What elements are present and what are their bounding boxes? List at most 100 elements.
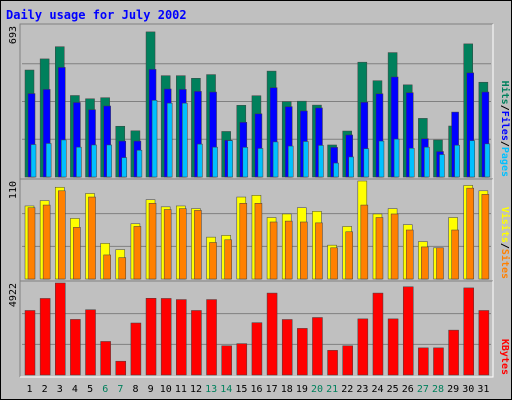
- bar-sites-day-1: [27, 207, 36, 280]
- ymax-label-bottom: 4922: [8, 283, 19, 307]
- legend-separator: /: [499, 105, 510, 111]
- day-label-8: 8: [132, 384, 138, 395]
- bar-pages-day-11: [182, 102, 188, 178]
- bar-kbytes-day-25: [387, 318, 399, 376]
- bar-kbytes-day-7: [115, 360, 127, 376]
- bar-kbytes-day-6: [100, 341, 111, 376]
- panel-top-shadow: [19, 23, 493, 179]
- bar-sites-day-13: [209, 242, 217, 280]
- bar-pages-day-10: [166, 102, 173, 178]
- legend-bottom: KBytes: [499, 339, 510, 375]
- bar-sites-day-21: [330, 247, 338, 280]
- bar-kbytes-day-4: [70, 319, 81, 376]
- panel-bottom-highlight: [20, 281, 494, 378]
- bar-pages-day-20: [318, 145, 324, 178]
- bar-sites-day-28: [436, 247, 444, 280]
- bar-sites-day-31: [481, 194, 490, 280]
- bar-pages-day-13: [212, 146, 218, 178]
- bar-sites-day-27: [421, 246, 429, 280]
- bar-pages-day-24: [378, 140, 385, 178]
- bar-sites-day-23: [360, 204, 369, 280]
- bar-pages-day-25: [393, 138, 400, 178]
- bar-kbytes-day-10: [160, 298, 172, 376]
- ymax-label-top: 693: [8, 26, 19, 44]
- panel-bottom: 4922: [8, 280, 494, 378]
- bar-pages-day-23: [363, 148, 370, 178]
- bar-sites-day-16: [254, 203, 263, 280]
- bar-pages-day-27: [424, 146, 430, 178]
- bar-pages-day-9: [151, 100, 158, 178]
- day-label-3: 3: [57, 384, 63, 395]
- day-label-15: 15: [235, 384, 247, 395]
- legend-top: Hits/Files/Pages: [499, 81, 511, 177]
- bar-pages-day-28: [439, 154, 445, 178]
- day-label-13: 13: [205, 384, 217, 395]
- bar-pages-day-26: [408, 147, 415, 178]
- day-label-22: 22: [341, 384, 353, 395]
- bar-sites-day-6: [103, 254, 111, 280]
- bar-pages-day-31: [484, 143, 491, 178]
- day-label-23: 23: [356, 384, 368, 395]
- day-label-9: 9: [148, 384, 154, 395]
- legend-separator: /: [499, 243, 510, 249]
- bar-kbytes-day-18: [281, 319, 293, 376]
- bar-sites-day-30: [466, 187, 474, 280]
- bar-kbytes-day-20: [312, 317, 323, 376]
- bar-pages-day-6: [106, 144, 112, 178]
- bar-sites-day-8: [133, 226, 142, 280]
- bar-sites-day-26: [405, 229, 414, 280]
- bar-kbytes-day-8: [130, 322, 142, 376]
- day-label-24: 24: [372, 384, 384, 395]
- day-label-31: 31: [477, 384, 489, 395]
- bar-kbytes-day-2: [39, 298, 51, 376]
- bar-pages-day-16: [257, 148, 264, 178]
- bar-sites-day-3: [58, 190, 66, 280]
- bar-kbytes-day-23: [357, 318, 369, 376]
- bar-sites-day-14: [224, 239, 232, 280]
- bar-kbytes-day-9: [145, 298, 157, 376]
- bar-sites-day-11: [179, 208, 187, 280]
- day-label-1: 1: [27, 384, 33, 395]
- bar-sites-day-25: [390, 213, 399, 280]
- bar-pages-day-7: [121, 157, 128, 178]
- legend-entry-sites: Sites: [499, 249, 511, 279]
- day-label-19: 19: [296, 384, 308, 395]
- bar-sites-day-17: [269, 221, 278, 280]
- day-label-27: 27: [417, 384, 429, 395]
- bar-pages-day-22: [348, 156, 354, 178]
- panel-bottom-shadow: [19, 280, 493, 377]
- bar-kbytes-day-19: [297, 328, 308, 376]
- day-label-11: 11: [175, 384, 187, 395]
- day-label-16: 16: [250, 384, 262, 395]
- bar-kbytes-day-31: [478, 310, 490, 376]
- day-label-25: 25: [387, 384, 399, 395]
- bar-kbytes-day-24: [372, 292, 384, 376]
- bar-kbytes-day-16: [251, 322, 263, 376]
- day-label-2: 2: [42, 384, 48, 395]
- bar-sites-day-5: [88, 196, 96, 280]
- bar-pages-day-29: [454, 144, 460, 178]
- bar-sites-day-24: [375, 217, 384, 280]
- day-labels: 1 2 3 4 5 6 7 8 9 10 11 12 13 14 15 16 17 18 19 20 21 22 23 24 2…: [27, 384, 490, 395]
- bar-sites-day-15: [239, 203, 248, 280]
- bar-kbytes-day-5: [85, 309, 96, 376]
- bar-pages-day-12: [197, 143, 203, 178]
- bar-pages-day-21: [333, 162, 339, 178]
- day-label-26: 26: [402, 384, 414, 395]
- day-label-4: 4: [72, 384, 78, 395]
- day-label-18: 18: [281, 384, 293, 395]
- bar-sites-day-29: [451, 229, 459, 280]
- bar-kbytes-day-30: [463, 287, 474, 376]
- bar-sites-day-12: [194, 210, 202, 280]
- bar-pages-day-15: [242, 147, 249, 178]
- bar-kbytes-day-17: [266, 292, 278, 376]
- bar-sites-day-2: [42, 204, 51, 280]
- bar-kbytes-day-11: [176, 299, 187, 376]
- day-label-20: 20: [311, 384, 323, 395]
- day-label-12: 12: [190, 384, 202, 395]
- bar-sites-day-19: [300, 221, 308, 280]
- bar-kbytes-day-3: [55, 282, 66, 376]
- bar-pages-day-19: [303, 141, 309, 178]
- legend-entry-visits: Visits: [499, 207, 511, 243]
